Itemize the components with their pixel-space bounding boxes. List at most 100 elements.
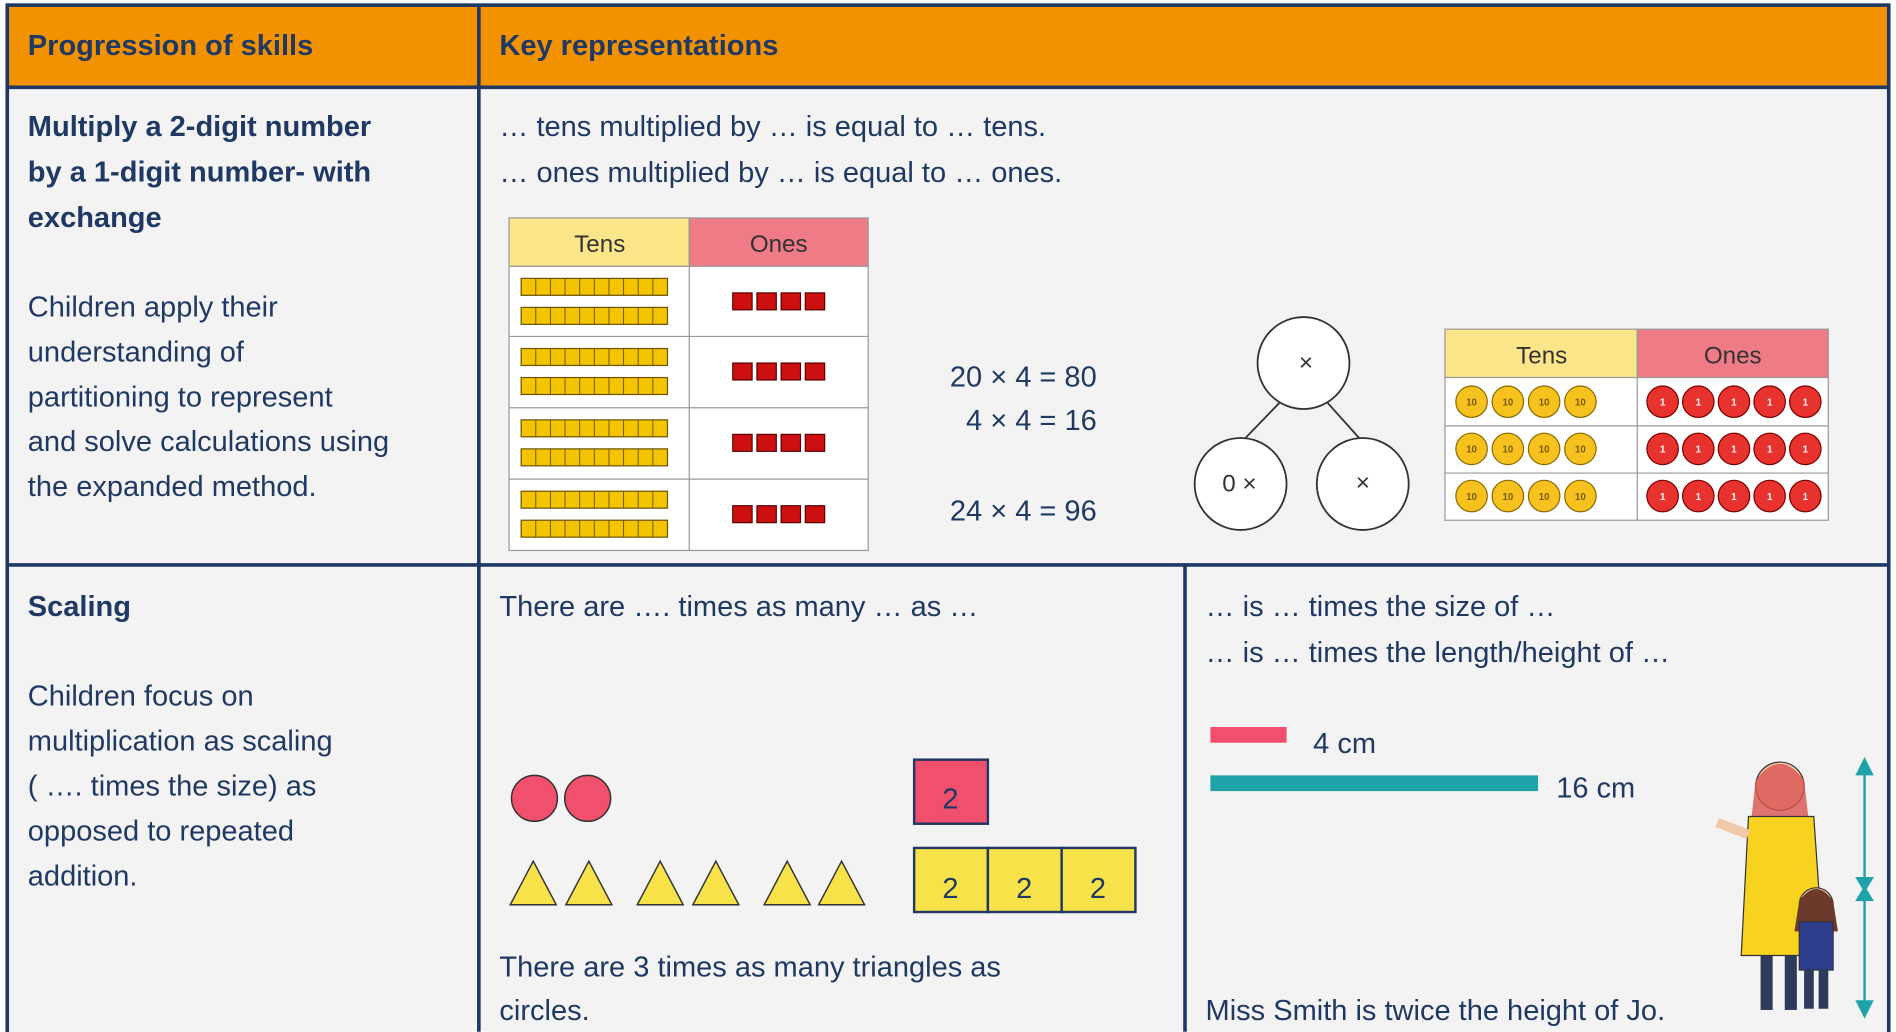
- one-cube: [756, 292, 777, 311]
- one-counter: [1646, 385, 1679, 419]
- bar-label: 2: [1090, 873, 1106, 905]
- long-bar-label: 16 cm: [1556, 773, 1635, 805]
- one-cube: [756, 433, 777, 452]
- counter-label: 1: [1731, 445, 1737, 456]
- counter-label: 1: [1660, 492, 1666, 503]
- part-whole-label: ×: [1299, 350, 1313, 377]
- one-counter: [1788, 385, 1822, 419]
- people-illustration: [1715, 761, 1838, 1010]
- conclusion: There are 3 times as many triangles as: [499, 952, 1001, 984]
- part-whole-label: 0 ×: [1222, 471, 1256, 498]
- one-cube: [804, 362, 826, 381]
- counter-label: 1: [1803, 397, 1809, 408]
- skill-description: addition.: [28, 861, 138, 893]
- skill-description: Children focus on: [28, 681, 254, 713]
- counter-label: 10: [1575, 397, 1586, 408]
- counters: 10 10 10 10 1 1 1 1 1 10 10 10 10 1 1 1 1 1 10 10 10 10 1 1 1 1 1: [1455, 385, 1822, 513]
- one-counter: [1646, 479, 1679, 513]
- skill-title: Scaling: [28, 591, 131, 623]
- short-bar-label: 4 cm: [1313, 728, 1376, 760]
- ten-counter: [1527, 432, 1561, 466]
- skill-description: partitioning to represent: [28, 381, 333, 413]
- equation: 24 × 4 = 96: [950, 496, 1097, 528]
- ten-counter: [1564, 479, 1597, 513]
- bar-label: 2: [942, 873, 958, 905]
- one-cube: [804, 505, 826, 524]
- counter-label: 1: [1660, 445, 1666, 456]
- sentence-stem: … is … times the size of …: [1206, 591, 1556, 623]
- counter-label: 10: [1539, 492, 1550, 503]
- one-cube: [780, 433, 802, 452]
- sentence-stem: There are …. times as many … as …: [499, 591, 978, 623]
- one-counter: [1681, 385, 1715, 419]
- one-counter: [1681, 432, 1715, 466]
- table-header: Ones: [750, 231, 808, 258]
- counter-label: 10: [1502, 397, 1513, 408]
- ten-counter: [1455, 479, 1488, 513]
- long-bar: [1210, 775, 1539, 792]
- one-counter: [1753, 479, 1786, 513]
- conclusion: Miss Smith is twice the height of Jo.: [1206, 995, 1666, 1027]
- ten-counter: [1455, 385, 1488, 419]
- ten-counter: [1491, 432, 1525, 466]
- one-cube: [804, 292, 826, 311]
- sentence-stem: … ones multiplied by … is equal to … one…: [499, 157, 1062, 189]
- counter-label: 1: [1660, 397, 1666, 408]
- bar-label: 2: [1016, 873, 1032, 905]
- one-counter: [1788, 479, 1822, 513]
- skill-description: opposed to repeated: [28, 816, 294, 848]
- ten-counter: [1491, 479, 1525, 513]
- ten-counter: [1455, 432, 1488, 466]
- one-counter: [1717, 385, 1751, 419]
- header-bar: [7, 5, 1889, 88]
- skill-description: and solve calculations using: [28, 426, 389, 458]
- one-counter: [1717, 432, 1751, 466]
- one-cube: [732, 433, 753, 452]
- skill-title: Multiply a 2-digit number: [28, 111, 371, 143]
- ten-counter: [1527, 385, 1561, 419]
- counter-label: 1: [1731, 397, 1737, 408]
- skill-description: understanding of: [28, 336, 245, 368]
- counter-label: 1: [1767, 397, 1773, 408]
- counter-label: 10: [1502, 492, 1513, 503]
- sentence-stem: … is … times the length/height of …: [1206, 637, 1670, 669]
- table-header: Ones: [1704, 342, 1762, 369]
- one-cube: [732, 362, 753, 381]
- one-cube: [804, 433, 826, 452]
- equation: 4 × 4 = 16: [966, 405, 1097, 437]
- square-label: 2: [942, 783, 958, 815]
- counter-label: 1: [1696, 397, 1702, 408]
- one-cube: [780, 362, 802, 381]
- sentence-stem: … tens multiplied by … is equal to … ten…: [499, 111, 1046, 143]
- base-ten-blocks: [520, 277, 826, 538]
- counter-label: 1: [1767, 445, 1773, 456]
- short-bar: [1210, 727, 1287, 743]
- counter-label: 1: [1731, 492, 1737, 503]
- skill-description: multiplication as scaling: [28, 726, 333, 758]
- counter-label: 1: [1767, 492, 1773, 503]
- header-skills: Progression of skills: [28, 30, 313, 62]
- table-header: Tens: [1516, 342, 1567, 369]
- grid: [5, 3, 1891, 1032]
- counter-label: 1: [1696, 445, 1702, 456]
- counter-label: 1: [1803, 445, 1809, 456]
- ten-counter: [1527, 479, 1561, 513]
- scaling-shapes: [509, 758, 1137, 914]
- skill-title: by a 1-digit number- with: [28, 156, 371, 188]
- one-counter: [1753, 432, 1786, 466]
- text-layer: Multiply a 2-digit number by a 1-digit nu…: [28, 111, 1670, 1027]
- conclusion: circles.: [499, 995, 589, 1027]
- one-counter: [1753, 385, 1786, 419]
- counter-label: 1: [1696, 492, 1702, 503]
- skill-title: exchange: [28, 202, 162, 234]
- one-cube: [780, 292, 802, 311]
- one-counter: [1681, 479, 1715, 513]
- counter-label: 10: [1466, 397, 1477, 408]
- one-cube: [756, 362, 777, 381]
- ten-counter: [1564, 385, 1597, 419]
- part-whole-label: ×: [1356, 469, 1370, 496]
- counter-label: 10: [1502, 445, 1513, 456]
- equation: 20 × 4 = 80: [950, 361, 1097, 393]
